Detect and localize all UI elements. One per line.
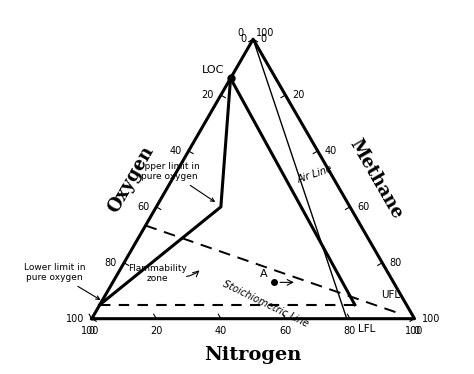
Text: 100: 100: [66, 314, 85, 324]
Text: 60: 60: [137, 202, 149, 212]
Text: Stoichiometric Line: Stoichiometric Line: [221, 279, 310, 329]
Text: 60: 60: [357, 202, 369, 212]
Text: A: A: [260, 269, 268, 279]
Text: 20: 20: [150, 326, 163, 336]
Text: 20: 20: [201, 90, 214, 100]
Text: 100: 100: [421, 314, 440, 324]
Text: LOC: LOC: [202, 65, 224, 75]
Text: UFL: UFL: [381, 290, 400, 300]
Text: 0: 0: [260, 34, 266, 44]
Text: 80: 80: [389, 258, 401, 268]
Text: Air Line: Air Line: [295, 163, 334, 185]
Text: Flammability
zone: Flammability zone: [128, 264, 187, 283]
Text: 100: 100: [256, 28, 275, 37]
Text: 80: 80: [344, 326, 356, 336]
Text: Lower limit in
pure oxygen: Lower limit in pure oxygen: [24, 263, 100, 300]
Text: 100: 100: [405, 326, 424, 336]
Text: 60: 60: [279, 326, 292, 336]
Text: Oxygen: Oxygen: [104, 142, 157, 215]
Text: 40: 40: [169, 146, 182, 156]
Text: 0: 0: [89, 326, 95, 336]
Text: Upper limit in
pure oxygen: Upper limit in pure oxygen: [138, 162, 214, 202]
Text: Nitrogen: Nitrogen: [204, 346, 302, 364]
Text: 0: 0: [237, 28, 244, 37]
Text: LFL: LFL: [358, 324, 375, 334]
Text: 80: 80: [105, 258, 117, 268]
Text: 0: 0: [413, 326, 419, 336]
Text: Methane: Methane: [346, 136, 406, 222]
Text: 20: 20: [292, 90, 305, 100]
Text: 40: 40: [325, 146, 337, 156]
Text: 100: 100: [81, 326, 100, 336]
Text: 0: 0: [240, 34, 246, 44]
Text: 40: 40: [215, 326, 227, 336]
